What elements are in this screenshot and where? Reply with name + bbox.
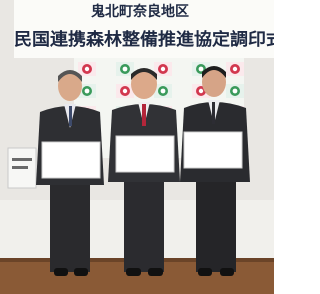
photo: 鬼北町奈良地区 民国連携森林整備推進協定調印式: [0, 0, 274, 294]
banner-line1: 鬼北町奈良地区: [91, 3, 189, 20]
name-stand-text: [12, 158, 32, 161]
page: {"banner": {"line1": "鬼北町奈良地区", "line2":…: [0, 0, 274, 294]
banner-line2: 民国連携森林整備推進協定調印式: [14, 29, 274, 50]
name-stand-text: [12, 166, 28, 169]
document: [42, 142, 100, 178]
document: [184, 132, 242, 168]
document: [116, 136, 174, 172]
